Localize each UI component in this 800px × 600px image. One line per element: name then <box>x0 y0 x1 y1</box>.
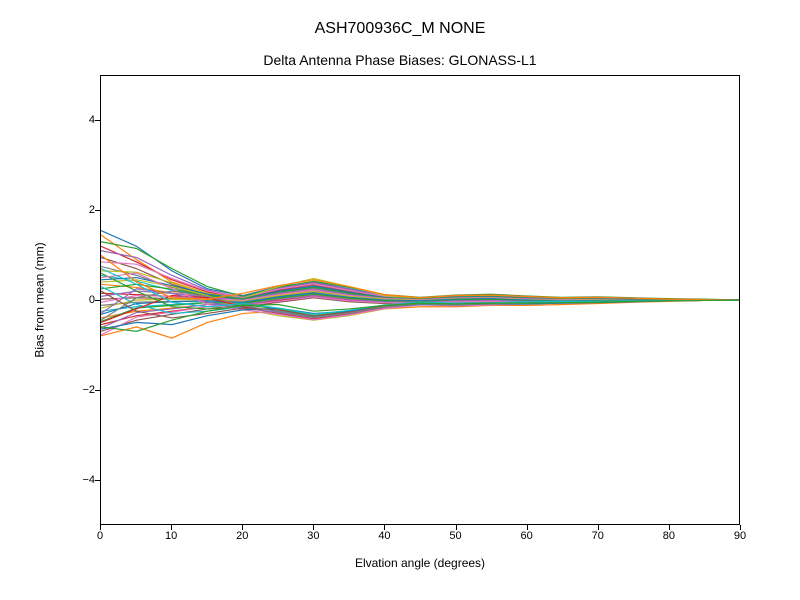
y-tick-mark <box>95 300 100 301</box>
x-tick-mark <box>384 525 385 530</box>
x-tick-label: 70 <box>592 530 604 542</box>
y-axis-label: Bias from mean (mm) <box>30 75 50 525</box>
x-tick-label: 10 <box>165 530 177 542</box>
y-tick-mark <box>95 210 100 211</box>
y-tick-label: −4 <box>65 474 95 486</box>
y-tick-label: 2 <box>65 204 95 216</box>
x-tick-mark <box>100 525 101 530</box>
x-tick-mark <box>313 525 314 530</box>
y-tick-mark <box>95 390 100 391</box>
line-series-svg <box>101 76 739 524</box>
y-tick-mark <box>95 120 100 121</box>
y-tick-label: 0 <box>65 294 95 306</box>
y-tick-mark <box>95 480 100 481</box>
x-tick-label: 90 <box>734 530 746 542</box>
x-tick-mark <box>740 525 741 530</box>
x-tick-label: 20 <box>236 530 248 542</box>
x-tick-mark <box>527 525 528 530</box>
x-axis-label: Elvation angle (degrees) <box>100 556 740 570</box>
x-tick-mark <box>456 525 457 530</box>
x-tick-label: 30 <box>307 530 319 542</box>
x-tick-mark <box>171 525 172 530</box>
y-tick-label: 4 <box>65 114 95 126</box>
y-tick-label: −2 <box>65 384 95 396</box>
plot-area <box>100 75 740 525</box>
x-tick-mark <box>598 525 599 530</box>
x-tick-mark <box>242 525 243 530</box>
x-tick-label: 60 <box>521 530 533 542</box>
x-tick-label: 50 <box>449 530 461 542</box>
x-tick-mark <box>669 525 670 530</box>
chart-title: Delta Antenna Phase Biases: GLONASS-L1 <box>0 52 800 68</box>
chart-suptitle: ASH700936C_M NONE <box>0 20 800 38</box>
chart-container: ASH700936C_M NONE Delta Antenna Phase Bi… <box>0 0 800 600</box>
x-tick-label: 0 <box>97 530 103 542</box>
x-tick-label: 40 <box>378 530 390 542</box>
x-tick-label: 80 <box>663 530 675 542</box>
